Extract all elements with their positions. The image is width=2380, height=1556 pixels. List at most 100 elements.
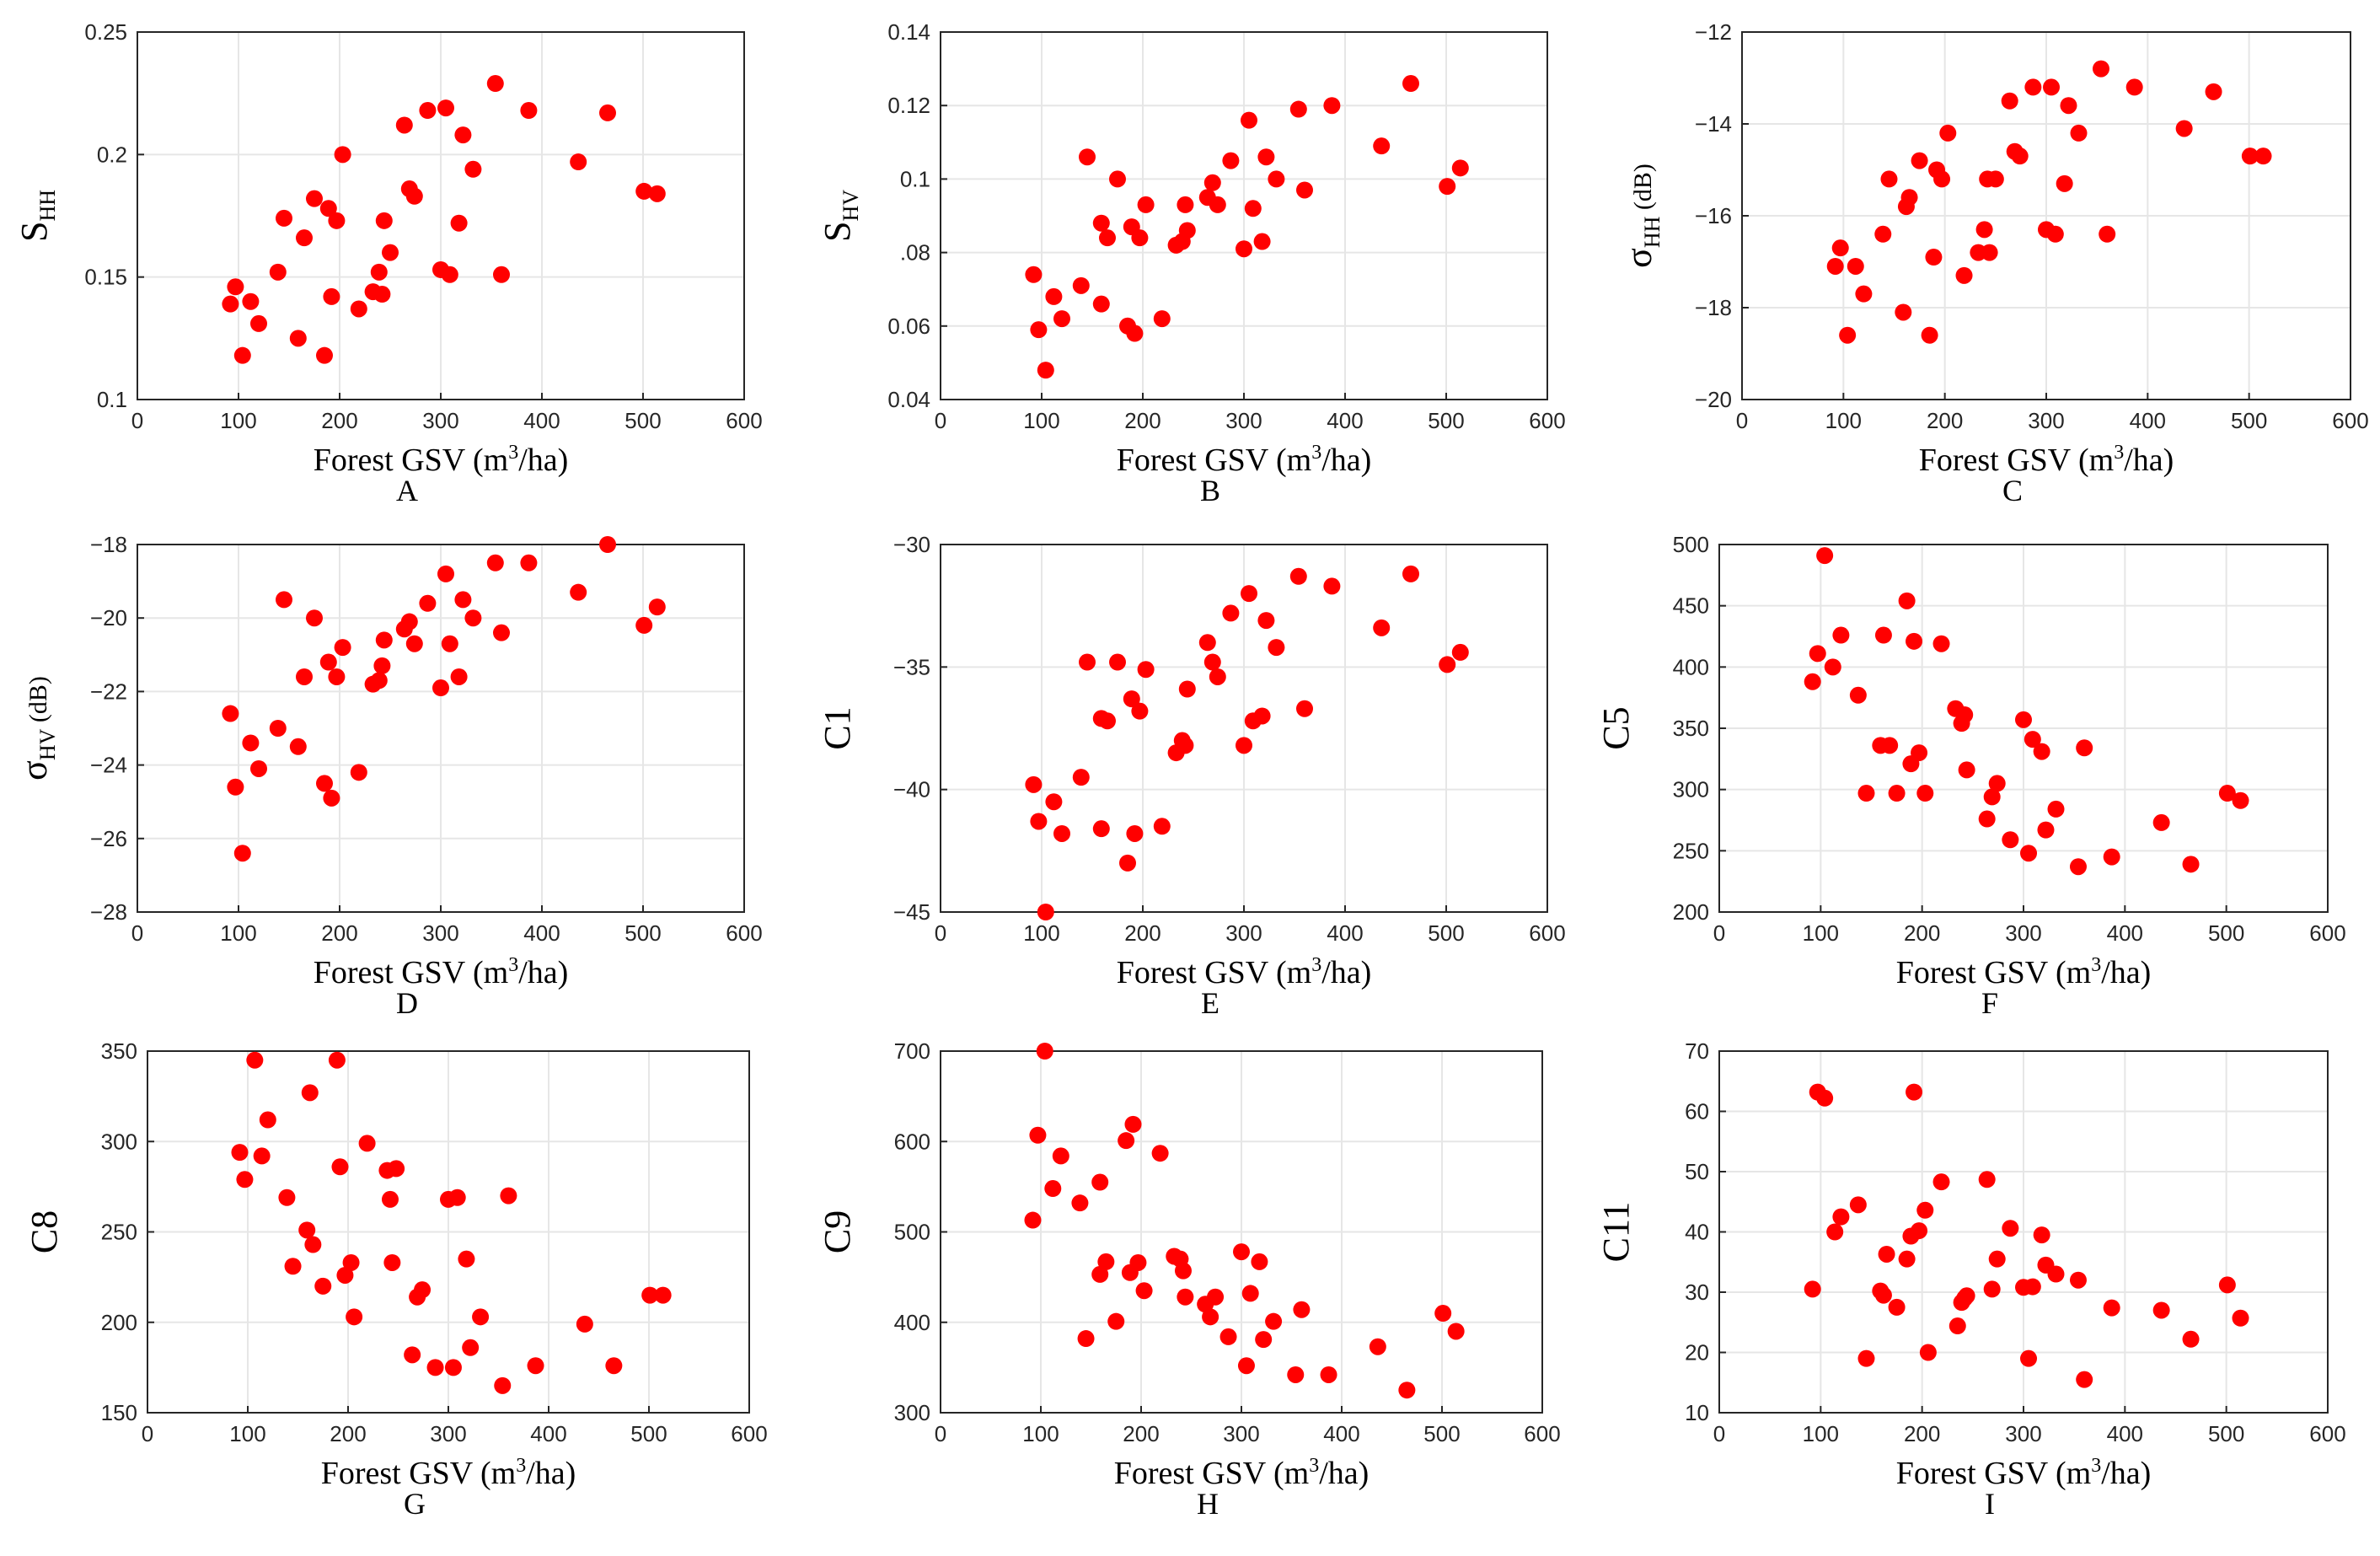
data-point: [1921, 326, 1938, 344]
x-tick-label: 200: [1124, 920, 1161, 946]
y-tick-label: 10: [1685, 1400, 1709, 1425]
data-point: [1118, 1132, 1135, 1150]
data-point: [1153, 310, 1171, 328]
data-point: [1816, 1089, 1834, 1107]
y-tick-label: 0.12: [887, 93, 930, 118]
data-point: [1178, 680, 1196, 698]
data-point: [635, 182, 653, 200]
data-point: [1826, 257, 1844, 275]
data-point: [2232, 791, 2249, 809]
data-point: [1955, 266, 1973, 284]
scatter-panel-a: 0 100 200 300 400 500 600 0.1 0.15 0.2 0.25 Forest …: [13, 19, 763, 507]
x-tick-label: 0: [1713, 920, 1725, 946]
x-tick-label: 200: [321, 920, 357, 946]
data-point: [1932, 1173, 1950, 1191]
x-tick-label: 500: [624, 408, 661, 433]
panel-letter: E: [1201, 986, 1219, 1020]
data-point: [2002, 1220, 2019, 1237]
data-point: [1072, 276, 1090, 294]
data-point: [1978, 810, 1996, 828]
data-point: [2205, 83, 2222, 100]
data-point: [1025, 266, 1043, 283]
data-point: [1988, 1250, 2006, 1268]
data-point: [1219, 1328, 1237, 1345]
panel-letter: I: [1985, 1487, 1995, 1521]
data-point: [1044, 1180, 1062, 1198]
data-point: [334, 639, 351, 657]
data-point: [1911, 152, 1928, 169]
data-point: [236, 1171, 254, 1188]
data-point: [1857, 785, 1875, 802]
data-point: [250, 759, 267, 777]
y-tick-label: −14: [1695, 111, 1732, 137]
x-tick-label: 200: [1124, 408, 1161, 433]
x-tick-label: 100: [220, 408, 256, 433]
data-point: [1222, 152, 1240, 169]
data-point: [2218, 1276, 2236, 1294]
data-point: [306, 190, 323, 207]
y-tick-label: −28: [90, 899, 127, 925]
data-point: [304, 1236, 322, 1253]
data-point: [2069, 1271, 2087, 1289]
x-tick-label: 600: [2309, 920, 2345, 946]
x-tick-label: 0: [142, 1421, 153, 1446]
data-point: [1874, 1286, 1892, 1304]
data-point: [2056, 174, 2073, 192]
data-point: [319, 653, 337, 671]
data-point: [2232, 1309, 2249, 1327]
data-point: [1874, 626, 1892, 644]
data-point: [2015, 711, 2032, 728]
y-tick-label: −22: [90, 679, 127, 704]
data-point: [1024, 1211, 1042, 1229]
data-point: [350, 300, 367, 318]
y-axis-label: C11: [1595, 1202, 1637, 1263]
data-point: [1900, 189, 1918, 207]
x-tick-label: 0: [131, 408, 143, 433]
data-point: [1878, 1245, 1895, 1263]
x-tick-label: 400: [523, 408, 560, 433]
data-point: [1916, 1201, 1934, 1219]
data-point: [1153, 818, 1171, 835]
x-tick-label: 100: [229, 1421, 265, 1446]
data-point: [1253, 233, 1271, 250]
data-point: [635, 616, 653, 634]
x-tick-label: 300: [2005, 920, 2041, 946]
data-point: [2069, 858, 2087, 876]
x-tick-label: 300: [1225, 920, 1262, 946]
data-point: [301, 1084, 319, 1102]
x-tick-label: 200: [330, 1421, 366, 1446]
data-point: [570, 583, 587, 601]
data-point: [1439, 178, 1456, 196]
data-point: [250, 314, 267, 332]
data-point: [2002, 831, 2019, 849]
data-point: [2152, 1301, 2170, 1319]
data-point: [1981, 244, 1998, 261]
data-point: [450, 668, 468, 685]
data-point: [1911, 744, 1928, 762]
panel-letter: D: [396, 986, 418, 1020]
data-point: [432, 679, 449, 697]
data-point: [1178, 222, 1196, 239]
data-point: [2060, 97, 2077, 115]
data-point: [1373, 137, 1391, 155]
data-point: [2125, 78, 2143, 96]
data-point: [1091, 1265, 1109, 1283]
data-point: [1932, 635, 1950, 652]
y-tick-label: .08: [900, 240, 930, 266]
data-point: [253, 1147, 271, 1165]
data-point: [1030, 813, 1048, 830]
data-point: [2043, 78, 2061, 96]
y-tick-label: −20: [90, 605, 127, 630]
data-point: [1053, 824, 1070, 842]
data-point: [346, 1308, 363, 1326]
data-point: [242, 734, 260, 752]
data-point: [2024, 1278, 2041, 1296]
data-point: [448, 1188, 466, 1206]
data-point: [1839, 326, 1857, 344]
data-point: [1296, 700, 1313, 717]
data-point: [419, 102, 437, 120]
y-tick-label: −16: [1695, 203, 1732, 228]
x-axis-label: Forest GSV (m3/ha): [314, 954, 569, 990]
x-tick-label: 500: [624, 920, 661, 946]
data-point: [1109, 170, 1126, 188]
